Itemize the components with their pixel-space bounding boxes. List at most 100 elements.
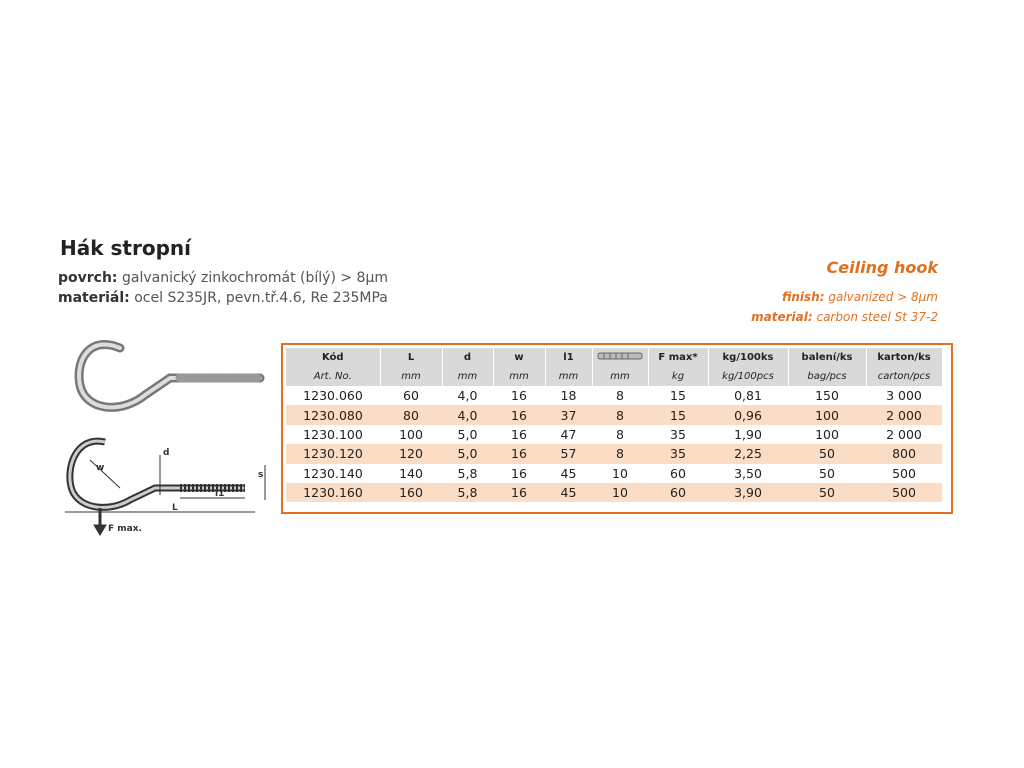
title: Hák stropní [60, 236, 191, 260]
english-spec: finish: galvanized > 8µm [782, 290, 938, 304]
table-cell: 1230.080 [286, 405, 380, 425]
table-cell: 18 [560, 388, 577, 404]
diagram-label: l1 [215, 489, 224, 499]
column-header: L [380, 348, 443, 367]
table-cell: 60 [670, 465, 686, 481]
table-cell: 50 [788, 482, 866, 503]
dowel-icon [597, 352, 643, 360]
column-header: karton/ks [866, 348, 943, 367]
column-header: balení/ks [788, 348, 867, 367]
table-cell: 500 [866, 482, 942, 503]
column-unit: mm [380, 367, 443, 386]
table-row: 1230.100 100 5,0 16 47 8 35 1,90 100 2 000 [286, 425, 942, 444]
table-cell: 8 [616, 388, 624, 404]
table-cell: 4,0 [457, 388, 478, 404]
column-header: Kód [286, 348, 381, 367]
table-cell: 45 [545, 482, 592, 503]
table-cell: 1230.120 [286, 444, 380, 464]
column-header: kg/100ks [708, 348, 789, 367]
hook-photo [74, 339, 265, 412]
spec: povrch: galvanický zinkochromát (bílý) >… [58, 270, 388, 286]
column-icon [592, 348, 649, 367]
table-cell: 45 [560, 465, 577, 481]
column-header: F max* [648, 348, 709, 367]
table-cell: 500 [892, 465, 916, 481]
table-cell: 5,8 [457, 465, 478, 481]
table-cell: 160 [380, 482, 442, 503]
table-cell: 47 [560, 426, 577, 442]
table-cell: 8 [592, 405, 648, 425]
table-cell: 80 [380, 405, 442, 425]
diagram-label: d [163, 448, 169, 458]
column-unit: carton/pcs [866, 367, 943, 386]
table-cell: 150 [815, 388, 839, 404]
table-cell: 16 [493, 405, 545, 425]
spec-label: materiál: [58, 290, 130, 306]
spec-value: carbon steel St 37-2 [816, 310, 938, 324]
table-cell: 0,96 [708, 405, 788, 425]
table-cell: 2 000 [886, 426, 922, 442]
diagram-label: L [172, 503, 178, 513]
table-cell: 16 [493, 482, 545, 503]
table-cell: 5,8 [442, 482, 493, 503]
table-cell: 100 [399, 426, 423, 442]
table-cell: 5,0 [457, 426, 478, 442]
table-cell: 8 [616, 426, 624, 442]
table-cell: 16 [511, 388, 527, 404]
table-cell: 50 [788, 444, 866, 464]
table-cell: 1230.060 [303, 388, 363, 404]
hook-images: d w s l1 L F max. [65, 339, 266, 536]
table-row: 1230.120 120 5,0 16 57 8 35 2,25 50 800 [286, 444, 942, 464]
table-cell: 1230.140 [303, 465, 363, 481]
spec-label: material: [751, 310, 813, 324]
column-unit: kg/100pcs [708, 367, 789, 386]
table-cell: 15 [648, 405, 708, 425]
english-spec: material: carbon steel St 37-2 [751, 310, 938, 324]
diagram-label: F max. [108, 524, 142, 534]
table-cell: 60 [403, 388, 419, 404]
table-cell: 10 [592, 482, 648, 503]
spec-label: finish: [781, 290, 825, 304]
table-cell: 3,90 [708, 482, 788, 503]
column-unit: Art. No. [286, 367, 381, 386]
spec-label: povrch: [58, 270, 118, 286]
table-cell: 16 [511, 465, 527, 481]
table-cell: 1230.160 [286, 482, 380, 503]
column-unit: mm [545, 367, 593, 386]
table-cell: 120 [380, 444, 442, 464]
table-cell: 10 [612, 465, 628, 481]
table-cell: 37 [545, 405, 592, 425]
column-unit: mm [442, 367, 494, 386]
table-cell: 57 [545, 444, 592, 464]
table-cell: 5,0 [442, 444, 493, 464]
column-header: d [442, 348, 494, 367]
table-cell: 100 [788, 405, 866, 425]
column-header: w [493, 348, 546, 367]
spec-value: galvanický zinkochromát (bílý) > 8µm [122, 270, 389, 286]
spec-value: galvanized > 8µm [828, 290, 938, 304]
table-cell: 1230.100 [303, 426, 363, 442]
table-cell: 16 [493, 444, 545, 464]
english-title: Ceiling hook [826, 258, 938, 277]
hook-diagram [65, 437, 266, 536]
column-unit: bag/pcs [788, 367, 867, 386]
column-unit: mm [592, 367, 649, 386]
table-cell: 35 [670, 426, 686, 442]
column-unit: mm [493, 367, 546, 386]
table-cell: 4,0 [442, 405, 493, 425]
diagram-label: s [258, 470, 263, 480]
table-cell: 35 [648, 444, 708, 464]
table-cell: 1,90 [734, 426, 762, 442]
table-cell: 2 000 [866, 405, 942, 425]
table-cell: 50 [819, 465, 835, 481]
column-unit: kg [648, 367, 709, 386]
table-cell: 100 [815, 426, 839, 442]
table-cell: 3,50 [734, 465, 762, 481]
diagram-label: w [96, 463, 104, 473]
table-row: 1230.060 60 4,0 16 18 8 15 0,81 150 3 000 [286, 386, 942, 405]
spec: materiál: ocel S235JR, pevn.tř.4.6, Re 2… [58, 290, 388, 306]
table-cell: 800 [866, 444, 942, 464]
table-cell: 0,81 [734, 388, 762, 404]
